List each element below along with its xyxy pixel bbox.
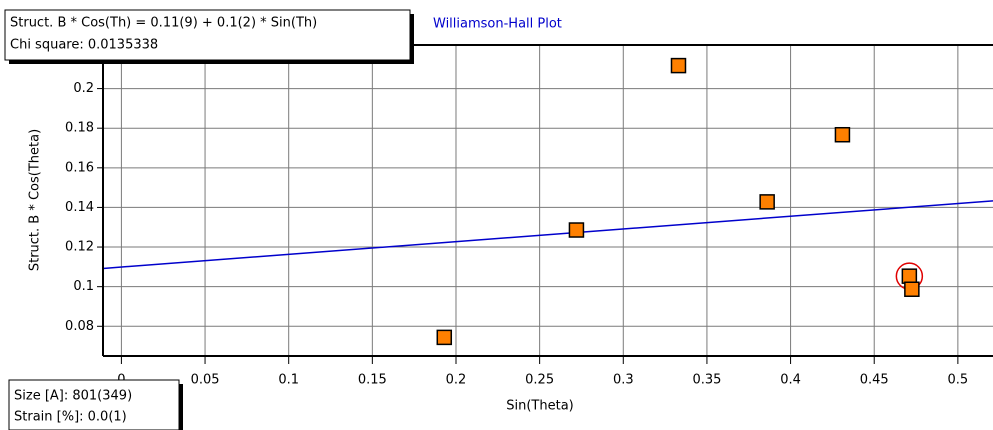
chi-square: Chi square: 0.0135338: [10, 38, 158, 53]
data-point: [436, 329, 453, 346]
y-tick-label: 0.18: [65, 121, 94, 136]
y-tick-label: 0.08: [65, 319, 94, 334]
x-tick-label: 0.45: [860, 373, 889, 388]
x-tick-label: 0.25: [525, 373, 554, 388]
box: [8, 379, 180, 430]
y-tick-label: 0.2: [73, 81, 94, 96]
box: [4, 9, 411, 61]
data-point: [834, 126, 851, 143]
x-tick-label: 0.3: [613, 373, 634, 388]
chart-title: Williamson-Hall Plot: [433, 17, 562, 32]
fit-line: [102, 200, 993, 270]
data-point: [759, 194, 775, 210]
size-strain-box: Size [A]: 801(349) Strain [%]: 0.0(1): [8, 379, 183, 430]
data-point: [670, 57, 687, 74]
data-point: [901, 268, 918, 284]
strain: Strain [%]: 0.0(1): [14, 410, 127, 425]
x-tick-label: 0.4: [780, 373, 801, 388]
x-tick-label: 0.05: [191, 373, 220, 388]
x-axis-label: Sin(Theta): [506, 399, 574, 414]
y-tick-label: 0.14: [65, 200, 94, 215]
fit-info-box: Struct. B * Cos(Th) = 0.11(9) + 0.1(2) *…: [4, 9, 414, 64]
x-tick-label: 0.1: [278, 373, 299, 388]
y-axis-label: Struct. B * Cos(Theta): [28, 129, 43, 271]
x-tick-label: 0.5: [948, 373, 969, 388]
data-point: [568, 222, 585, 238]
x-tick-label: 0.35: [692, 373, 721, 388]
x-tick-label: 0.2: [446, 373, 467, 388]
plot-area: 00.050.10.150.20.250.30.350.40.450.50.08…: [65, 45, 993, 388]
fit-equation: Struct. B * Cos(Th) = 0.11(9) + 0.1(2) *…: [10, 16, 317, 31]
y-tick-label: 0.12: [65, 240, 94, 255]
y-tick-label: 0.16: [65, 160, 94, 175]
x-tick-label: 0.15: [358, 373, 387, 388]
size: Size [A]: 801(349): [14, 389, 132, 404]
data-point: [904, 281, 920, 297]
y-tick-label: 0.1: [73, 279, 94, 294]
